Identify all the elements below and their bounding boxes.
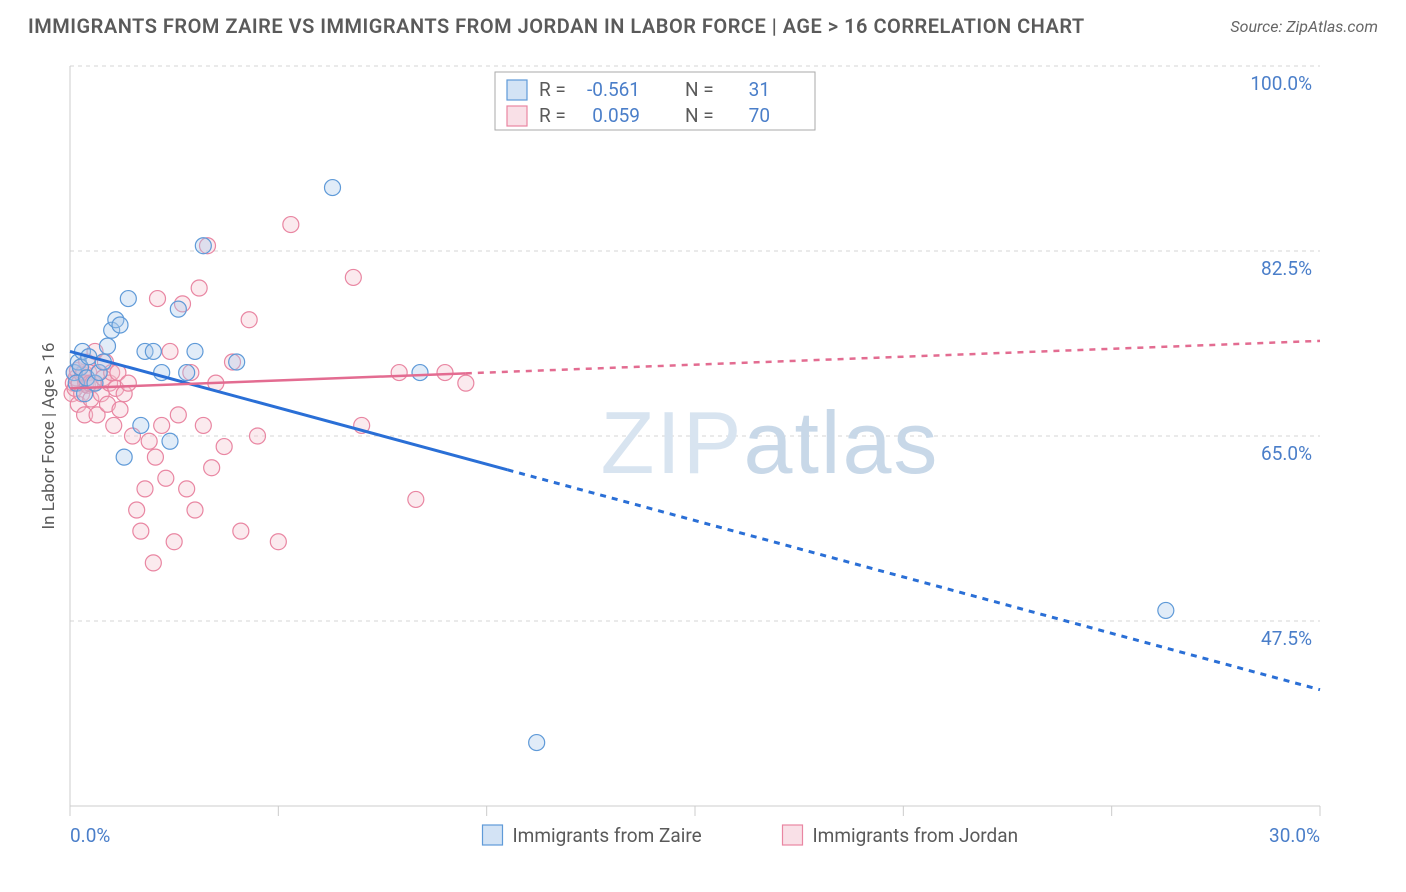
svg-text:N =: N = — [685, 104, 714, 127]
page-title: IMMIGRANTS FROM ZAIRE VS IMMIGRANTS FROM… — [28, 14, 1085, 38]
svg-text:70: 70 — [749, 104, 770, 127]
svg-text:Immigrants from Jordan: Immigrants from Jordan — [813, 824, 1019, 847]
correlation-chart: 47.5% 65.0% 82.5% 100.0% 0.0% 30.0% ZIPatlas In… — [40, 56, 1390, 856]
svg-text:47.5%: 47.5% — [1261, 627, 1312, 650]
svg-text:100.0%: 100.0% — [1250, 72, 1312, 95]
svg-text:In Labor Force | Age > 16: In Labor Force | Age > 16 — [40, 343, 59, 530]
svg-text:ZIPatlas: ZIPatlas — [601, 393, 940, 492]
svg-text:Immigrants from Zaire: Immigrants from Zaire — [513, 824, 702, 847]
svg-text:82.5%: 82.5% — [1261, 257, 1312, 280]
svg-text:31: 31 — [749, 78, 770, 101]
svg-text:R =: R = — [539, 78, 566, 101]
svg-text:30.0%: 30.0% — [1269, 824, 1320, 847]
source-label: Source: ZipAtlas.com — [1230, 17, 1378, 36]
svg-text:R =: R = — [539, 104, 566, 127]
svg-text:0.059: 0.059 — [592, 104, 640, 127]
svg-text:-0.561: -0.561 — [587, 78, 640, 101]
svg-text:N =: N = — [685, 78, 714, 101]
svg-text:65.0%: 65.0% — [1261, 442, 1312, 465]
svg-text:0.0%: 0.0% — [70, 824, 110, 847]
